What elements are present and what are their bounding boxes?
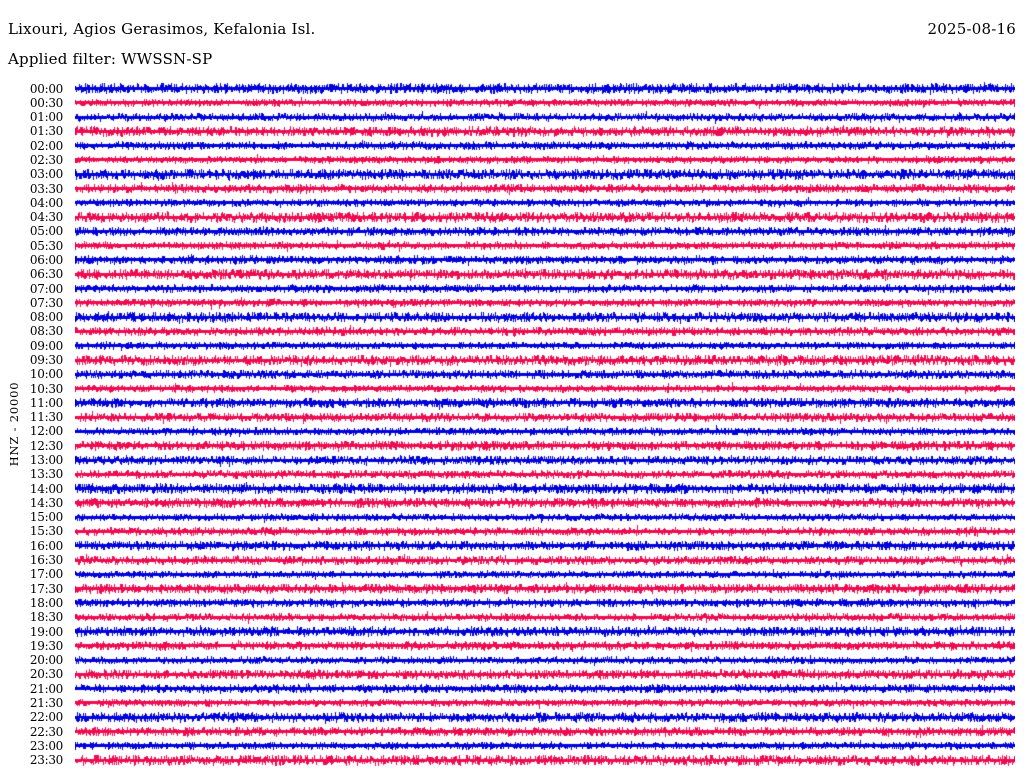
time-label: 14:00 [29, 481, 63, 496]
time-label: 10:00 [29, 367, 63, 382]
time-label: 12:30 [29, 438, 63, 453]
time-label: 06:30 [29, 267, 63, 282]
time-label: 16:00 [29, 538, 63, 553]
time-label: 09:00 [29, 338, 63, 353]
time-label: 11:30 [29, 410, 63, 425]
time-label: 22:00 [29, 710, 63, 725]
time-label: 18:30 [29, 610, 63, 625]
time-label: 15:00 [29, 510, 63, 525]
time-label: 21:30 [29, 695, 63, 710]
time-label: 22:30 [29, 724, 63, 739]
time-label: 01:30 [29, 124, 63, 139]
time-label: 20:00 [29, 653, 63, 668]
time-label: 08:00 [29, 310, 63, 325]
time-label: 04:00 [29, 195, 63, 210]
time-label: 00:30 [29, 95, 63, 110]
time-label: 16:30 [29, 553, 63, 568]
time-label: 12:00 [29, 424, 63, 439]
time-label: 13:00 [29, 453, 63, 468]
station-title: Lixouri, Agios Gerasimos, Kefalonia Isl. [8, 20, 316, 38]
time-label: 23:00 [29, 738, 63, 753]
time-label: 17:00 [29, 567, 63, 582]
time-label: 01:00 [29, 110, 63, 125]
time-label: 02:30 [29, 152, 63, 167]
time-label: 07:00 [29, 281, 63, 296]
time-label: 06:00 [29, 252, 63, 267]
time-label: 05:30 [29, 238, 63, 253]
applied-filter-label: Applied filter: WWSSN-SP [8, 50, 213, 68]
time-label: 09:30 [29, 353, 63, 367]
time-label: 20:30 [29, 667, 63, 682]
time-label: 03:30 [29, 181, 63, 196]
time-label: 13:30 [29, 467, 63, 482]
time-label: 18:00 [29, 595, 63, 610]
time-label: 19:00 [29, 624, 63, 639]
date-label: 2025-08-16 [927, 20, 1016, 38]
time-axis: 00:00 00:30 01:00 01:30 02:00 02:30 03:00 03:30… [0, 0, 63, 780]
time-label: 17:30 [29, 581, 63, 596]
time-label: 03:00 [29, 167, 63, 182]
time-label: 02:00 [29, 138, 63, 153]
time-label: 19:30 [29, 638, 63, 653]
time-label: 11:00 [29, 395, 63, 410]
time-label: 10:30 [29, 381, 63, 396]
time-label: 08:30 [29, 324, 63, 339]
time-label: 05:00 [29, 224, 63, 239]
seismogram-traces [75, 80, 1015, 772]
time-label: 00:00 [29, 81, 63, 96]
time-label: 23:30 [29, 753, 63, 768]
time-label: 04:30 [29, 210, 63, 225]
time-label: 07:30 [29, 295, 63, 310]
time-label: 15:30 [29, 524, 63, 539]
time-label: 14:30 [29, 495, 63, 510]
time-label: 21:00 [29, 681, 63, 696]
